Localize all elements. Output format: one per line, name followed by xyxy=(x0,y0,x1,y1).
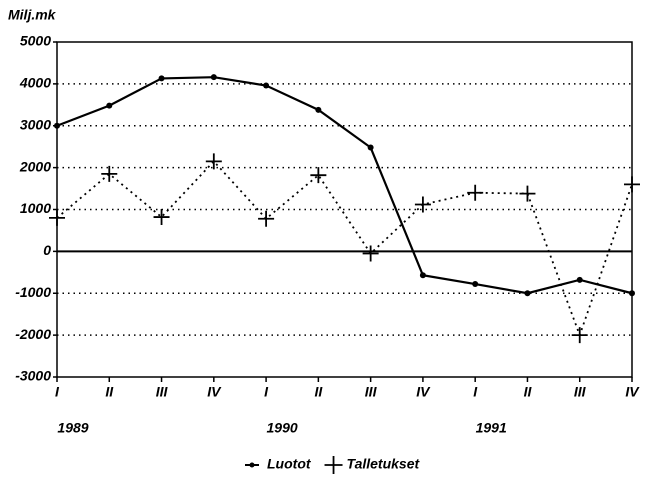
point xyxy=(101,165,118,182)
point xyxy=(419,272,426,279)
point xyxy=(54,122,60,129)
x-tick-label: I xyxy=(264,384,269,400)
x-tick-label: II xyxy=(105,384,114,400)
y-tick-label: 1000 xyxy=(20,200,51,216)
x-tick-label: II xyxy=(524,384,533,400)
point xyxy=(258,210,275,227)
year-label: 1989 xyxy=(57,420,88,436)
point xyxy=(153,209,170,226)
legend-swatch xyxy=(249,462,255,468)
y-axis-label: Milj.mk xyxy=(8,7,57,23)
x-tick-label: IV xyxy=(416,384,431,400)
point xyxy=(472,281,479,288)
point xyxy=(624,176,640,193)
point xyxy=(524,290,531,297)
series-line xyxy=(56,160,633,338)
x-tick-label: III xyxy=(156,384,169,400)
y-tick-label: 5000 xyxy=(20,33,51,49)
point xyxy=(629,290,635,297)
point xyxy=(158,75,165,82)
point xyxy=(362,245,379,262)
legend-swatch xyxy=(324,456,343,474)
legend-label: Luotot xyxy=(267,456,312,472)
point xyxy=(263,82,270,89)
point xyxy=(576,276,583,283)
point xyxy=(467,184,484,201)
legend-label: Talletukset xyxy=(347,456,421,472)
year-label: 1991 xyxy=(476,420,507,436)
point xyxy=(571,327,588,344)
point xyxy=(49,209,65,226)
point xyxy=(210,74,217,81)
y-tick-label: -3000 xyxy=(15,368,51,384)
y-tick-label: 0 xyxy=(43,242,51,258)
point xyxy=(315,106,322,113)
x-tick-label: IV xyxy=(625,384,640,400)
year-label: 1990 xyxy=(267,420,298,436)
y-tick-label: 2000 xyxy=(19,158,51,174)
point xyxy=(310,167,327,184)
y-tick-label: -1000 xyxy=(15,284,51,300)
y-tick-label: 4000 xyxy=(19,75,51,91)
point xyxy=(519,185,536,202)
x-tick-label: III xyxy=(365,384,378,400)
x-tick-label: IV xyxy=(207,384,222,400)
point xyxy=(367,144,374,151)
y-tick-label: 3000 xyxy=(20,116,51,132)
x-tick-label: II xyxy=(314,384,323,400)
point xyxy=(106,102,113,109)
y-tick-label: -2000 xyxy=(15,326,51,342)
point xyxy=(205,153,222,170)
plot-frame xyxy=(56,41,633,378)
point xyxy=(414,196,431,213)
x-tick-label: III xyxy=(574,384,587,400)
x-tick-label: I xyxy=(55,384,60,400)
x-tick-label: I xyxy=(473,384,478,400)
series-line xyxy=(56,76,633,295)
